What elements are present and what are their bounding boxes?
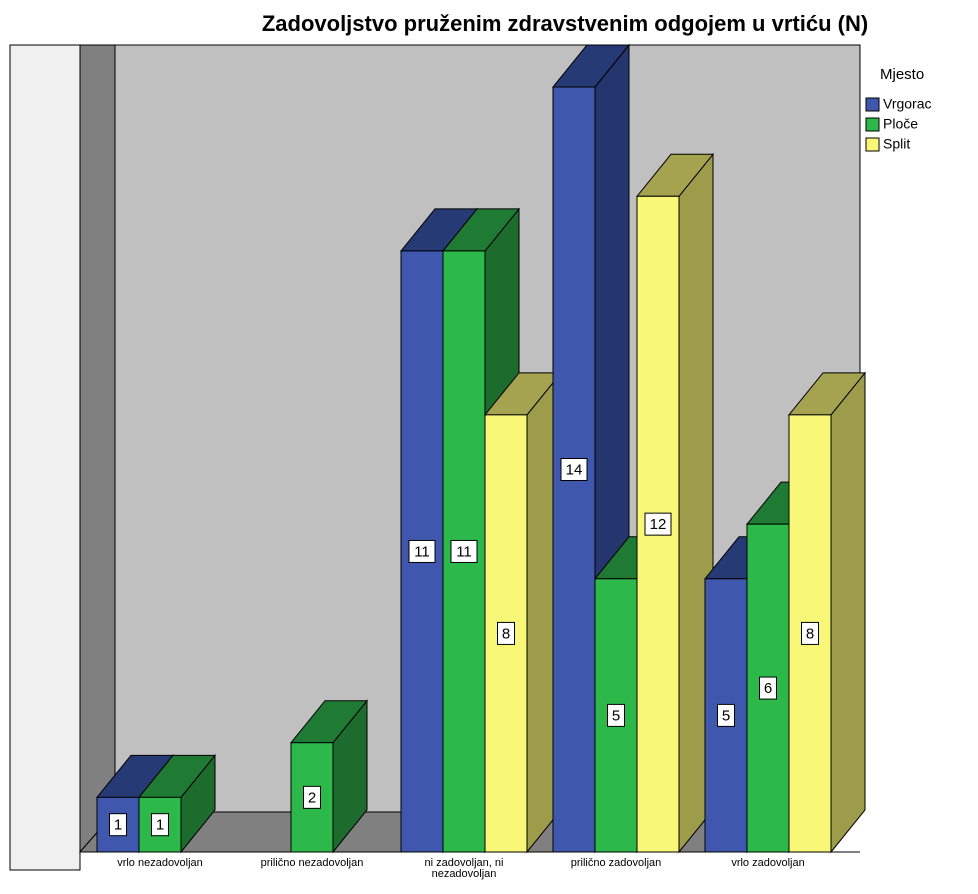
value-label: 8 <box>806 625 814 642</box>
chart-title: Zadovoljstvo pruženim zdravstvenim odgoj… <box>262 11 868 36</box>
legend-swatch <box>865 97 880 112</box>
legend-label: Split <box>883 136 910 152</box>
x-tick-label-box: prilično zadovoljan <box>570 858 662 869</box>
legend-label: Vrgorac <box>883 96 932 112</box>
side-panel <box>9 44 81 871</box>
value-label: 12 <box>650 516 667 533</box>
legend-label: Ploče <box>883 116 918 132</box>
legend-title: Mjesto <box>880 66 924 83</box>
value-label: 5 <box>722 707 730 724</box>
bar <box>746 523 790 853</box>
value-label-box <box>151 813 169 837</box>
value-label-box <box>644 512 672 536</box>
value-label: 2 <box>308 789 316 806</box>
value-label: 11 <box>456 543 472 560</box>
legend-swatch <box>865 137 880 152</box>
x-tick-label: prilično nezadovoljan <box>260 858 364 869</box>
value-label-box <box>408 539 436 563</box>
value-label: 1 <box>114 817 122 834</box>
left-wall <box>79 44 116 854</box>
value-label: 1 <box>156 817 164 834</box>
x-tick-label-box: vrlo nezadovoljan <box>117 858 203 869</box>
value-label: 8 <box>502 625 510 642</box>
x-tick-label: vrlo nezadovoljan <box>117 858 203 869</box>
x-tick-label: prilično zadovoljan <box>570 858 662 869</box>
value-label: 6 <box>764 680 772 697</box>
value-label-box <box>801 621 819 645</box>
value-label-box <box>497 621 515 645</box>
value-label: 14 <box>566 461 583 478</box>
value-label-box <box>450 539 478 563</box>
value-label-box <box>759 676 777 700</box>
x-tick-label: ni zadovoljan, ni nezadovoljan <box>424 858 504 880</box>
legend-swatch <box>865 117 880 132</box>
value-label-box <box>303 785 321 809</box>
x-tick-label-box: vrlo zadovoljan <box>731 858 805 869</box>
x-tick-label-box: ni zadovoljan, ni nezadovoljan <box>424 858 504 880</box>
value-label-box <box>717 703 735 727</box>
value-label-box <box>109 813 127 837</box>
x-tick-label-box: prilično nezadovoljan <box>260 858 364 869</box>
value-label: 11 <box>414 543 430 560</box>
value-label-box <box>560 458 588 481</box>
x-tick-label: vrlo zadovoljan <box>731 858 805 869</box>
value-label-box <box>607 703 625 727</box>
bar-side <box>830 371 866 854</box>
value-label: 5 <box>612 707 620 724</box>
